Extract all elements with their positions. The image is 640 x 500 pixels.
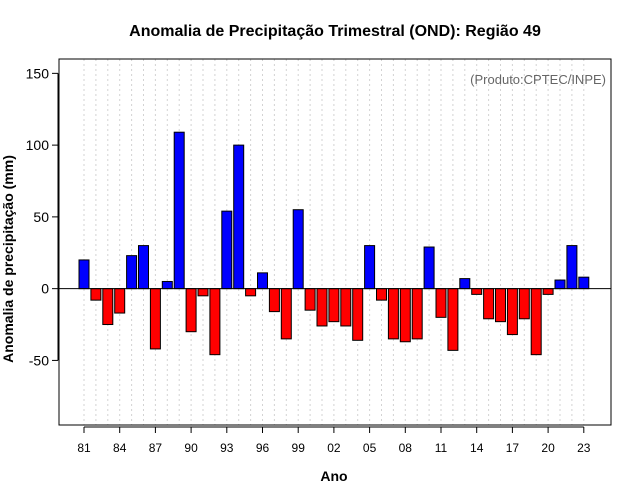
- bar-2011: [435, 288, 447, 318]
- bar-2012: [447, 288, 459, 351]
- chart-title: Anomalia de Precipitação Trimestral (OND…: [129, 23, 541, 40]
- bar-2017: [506, 288, 518, 336]
- x-tick-label: 11: [435, 441, 448, 455]
- bar-2005: [364, 245, 376, 290]
- y-axis: -50 0 50 100 150: [26, 65, 59, 368]
- x-tick-label: 20: [541, 441, 555, 455]
- x-tick-label: 93: [220, 441, 234, 455]
- bar-2004: [352, 288, 364, 341]
- bar-1993: [221, 210, 233, 290]
- bar-1996: [257, 272, 268, 290]
- bar-1988: [161, 280, 173, 290]
- bar-2023: [578, 276, 590, 290]
- bar-1998: [280, 288, 292, 340]
- bar-2014: [471, 288, 483, 295]
- bars: [78, 131, 590, 356]
- bar-2000: [304, 288, 316, 311]
- bar-2019: [530, 288, 542, 356]
- bar-2020: [542, 288, 554, 295]
- bar-2016: [495, 288, 506, 323]
- bar-2008: [399, 288, 411, 343]
- bar-1982: [90, 288, 102, 301]
- bar-2002: [328, 288, 340, 323]
- bar-1990: [185, 288, 197, 333]
- x-tick-label: 08: [399, 441, 413, 455]
- bar-1984: [114, 288, 126, 314]
- x-tick-label: 14: [470, 441, 484, 455]
- x-tick-label: 90: [184, 441, 198, 455]
- x-tick-label: 87: [149, 441, 163, 455]
- bar-2021: [554, 279, 566, 290]
- y-tick-label: 50: [33, 209, 49, 225]
- bar-2001: [316, 288, 328, 327]
- x-tick-label: 81: [77, 441, 91, 455]
- x-tick-label: 99: [292, 441, 306, 455]
- y-tick-label: 150: [26, 65, 50, 81]
- x-tick-label: 05: [363, 441, 377, 455]
- x-axis-label: Ano: [320, 468, 347, 484]
- bar-1981: [78, 259, 90, 290]
- bar-1991: [197, 288, 209, 297]
- bar-1994: [233, 144, 245, 290]
- bar-2010: [423, 246, 435, 290]
- bar-1989: [173, 131, 185, 290]
- bar-2009: [411, 288, 423, 340]
- bar-2006: [376, 288, 387, 301]
- bar-2013: [459, 278, 471, 290]
- bar-2007: [387, 288, 399, 340]
- y-tick-label: 0: [41, 281, 49, 297]
- y-tick-label: 100: [26, 137, 50, 153]
- x-tick-label: 17: [506, 441, 520, 455]
- bar-1985: [126, 255, 138, 290]
- bar-1987: [149, 288, 161, 350]
- x-axis: 81 84 87 90 93 96 99 02 05 08 11 14 17 20 23: [77, 426, 591, 455]
- y-tick-label: -50: [29, 352, 49, 368]
- bar-1986: [138, 245, 149, 290]
- x-tick-label: 84: [113, 441, 127, 455]
- x-tick-label: 96: [256, 441, 270, 455]
- bar-1999: [292, 209, 304, 290]
- bar-1983: [102, 288, 114, 326]
- grid-lines: [83, 59, 585, 425]
- bar-2018: [518, 288, 530, 320]
- bar-2015: [483, 288, 495, 320]
- bar-2003: [340, 288, 352, 327]
- x-tick-label: 23: [577, 441, 591, 455]
- source-annotation: (Produto:CPTEC/INPE): [470, 72, 606, 87]
- bar-1992: [209, 288, 221, 356]
- y-axis-label: Anomalia de precipitação (mm): [0, 155, 16, 363]
- x-tick-label: 02: [327, 441, 341, 455]
- plot-frame: [58, 58, 612, 426]
- bar-1995: [245, 288, 257, 297]
- bar-1997: [268, 288, 280, 313]
- bar-2022: [566, 245, 578, 290]
